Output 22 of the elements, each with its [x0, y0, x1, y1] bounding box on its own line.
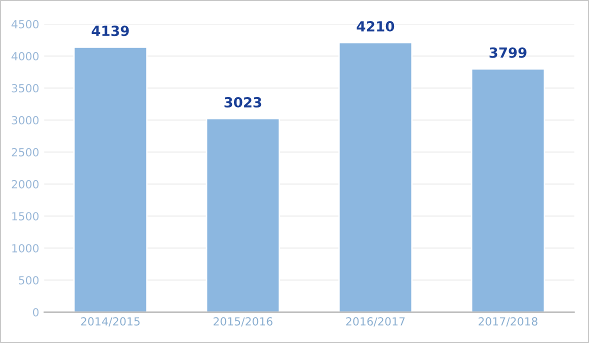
y-tick-label: 1500 — [12, 212, 39, 220]
y-tick-label: 4000 — [12, 52, 39, 60]
x-tick-label: 2016/2017 — [346, 317, 405, 326]
y-tick-label: 4500 — [12, 20, 39, 28]
x-tick-label: 2015/2016 — [214, 317, 272, 326]
y-tick-label: 1000 — [12, 244, 39, 252]
data-label: 3023 — [224, 97, 262, 108]
y-tick-label: 3500 — [12, 84, 39, 92]
data-label: 4210 — [356, 21, 394, 32]
bar — [73, 46, 148, 312]
data-label: 3799 — [490, 47, 526, 58]
y-tick-label: 500 — [18, 276, 39, 284]
bar — [338, 42, 413, 312]
y-tick-label: 0 — [32, 308, 39, 317]
x-tick-label: 2014/2015 — [81, 317, 140, 326]
bar — [470, 68, 546, 312]
y-tick-label: 3000 — [12, 116, 39, 124]
x-tick-label: 2017/2018 — [478, 317, 538, 326]
data-label: 4139 — [92, 26, 129, 36]
bar — [206, 118, 280, 312]
y-tick-label: 2500 — [12, 148, 39, 156]
y-tick-label: 2000 — [12, 180, 39, 188]
